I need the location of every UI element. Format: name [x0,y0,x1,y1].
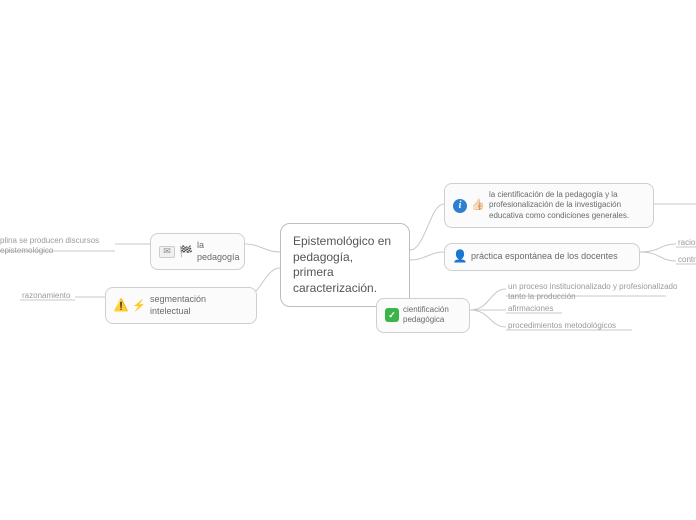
leaf-racion[interactable]: racion [678,238,696,247]
leaf-contro[interactable]: contro [678,255,696,264]
info-icon: i [453,199,467,213]
person-icon: 👤 [453,250,467,264]
warning-icon: ⚠️ [114,299,128,313]
info-label: la cientificación de la pedagogía y la p… [489,190,645,221]
leaf-contro-label: contro [678,255,696,264]
leaf-procedimientos[interactable]: procedimientos metodológicos [508,321,616,330]
flag-icon: 🏁 [179,245,193,259]
leaf-proceso-institucionalizado[interactable]: un proceso institucionalizado y profesio… [508,282,678,303]
mail-icon: ✉ [159,246,175,258]
leaf-plina-discursos[interactable]: plina se producen discursos epistemológi… [0,236,118,257]
lightning-icon: ⚡ [132,299,146,313]
leaf-afirmaciones[interactable]: afirmaciones [508,304,553,313]
segmentacion-label: segmentación intelectual [150,294,248,317]
central-node[interactable]: Epistemológico en pedagogía, primera car… [280,223,410,307]
central-label: Epistemológico en pedagogía, primera car… [293,234,397,296]
pedagogia-label: la pedagogía [197,240,240,263]
practice-label: práctica espontánea de los docentes [471,251,618,263]
check-icon: ✓ [385,308,399,322]
node-segmentacion-intelectual[interactable]: ⚠️ ⚡ segmentación intelectual [105,287,257,324]
leaf-razonamiento-label: razonamiento [22,291,70,300]
node-cientificacion-pedagogica[interactable]: ✓ cientificación pedagógica [376,298,470,333]
node-practica-espontanea[interactable]: 👤 práctica espontánea de los docentes [444,243,640,271]
leaf-plina-label: plina se producen discursos epistemológi… [0,236,118,257]
leaf-proceso-label: un proceso institucionalizado y profesio… [508,282,678,303]
leaf-razonamiento[interactable]: razonamiento [22,291,70,300]
cient-label: cientificación pedagógica [403,305,461,326]
thumbs-up-icon: 👍🏻 [471,199,485,213]
node-la-pedagogia[interactable]: ✉ 🏁 la pedagogía [150,233,245,270]
leaf-racion-label: racion [678,238,696,247]
leaf-afirmaciones-label: afirmaciones [508,304,553,313]
node-cientificacion-info[interactable]: i 👍🏻 la cientificación de la pedagogía y… [444,183,654,228]
leaf-procedimientos-label: procedimientos metodológicos [508,321,616,330]
